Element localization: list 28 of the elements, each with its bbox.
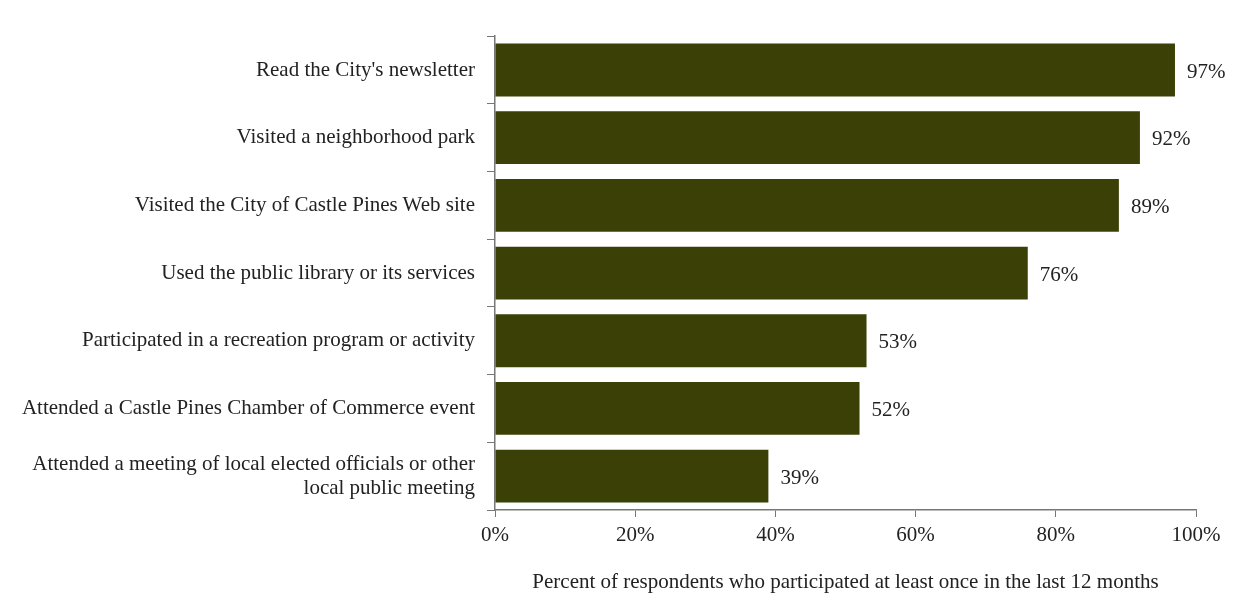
y-tick-label: Used the public library or its services: [161, 259, 475, 284]
data-label: 97%: [1186, 58, 1226, 83]
data-label: 52%: [871, 396, 911, 421]
y-tick-label: Attended a meeting of local elected officials or other local public meeting: [32, 450, 476, 499]
x-tick-label: 20%: [615, 522, 655, 547]
bar: [495, 382, 860, 435]
x-tick-label: 40%: [756, 522, 795, 547]
bar: [495, 314, 867, 368]
x-tick-label: 80%: [1036, 522, 1076, 547]
y-tick-label: Visited a neighborhood park: [236, 124, 476, 149]
data-label: 53%: [878, 329, 918, 354]
data-label: 92%: [1151, 126, 1191, 151]
y-tick-label: Read the City's newsletter: [256, 56, 475, 81]
x-tick-label: 100%: [1171, 522, 1221, 547]
bar: [495, 246, 1028, 300]
y-tick-label: Visited the City of Castle Pines Web site: [134, 191, 475, 216]
y-tick-label: Attended a Castle Pines Chamber of Commerce event: [21, 394, 476, 419]
data-label: 76%: [1039, 261, 1079, 286]
data-label: 39%: [780, 464, 819, 489]
bar: [495, 111, 1140, 165]
bar: [495, 43, 1175, 97]
y-tick-label: Participated in a recreation program or activity: [81, 327, 476, 352]
x-tick-label: 60%: [896, 522, 935, 547]
bar: [495, 449, 769, 503]
x-tick-label: 0%: [481, 522, 509, 547]
data-label: 89%: [1130, 193, 1170, 218]
bar: [495, 178, 1119, 232]
x-axis-title: Percent of respondents who participated at least once in the last 12 months: [532, 568, 1159, 593]
